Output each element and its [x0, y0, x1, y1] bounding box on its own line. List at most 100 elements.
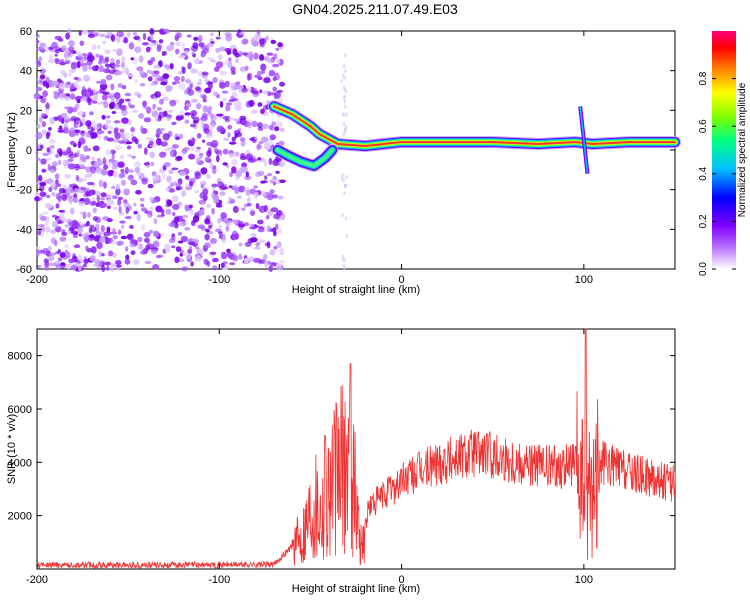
noise-blob — [33, 92, 41, 100]
noise-blob — [48, 186, 53, 193]
noise-blob — [69, 84, 76, 90]
noise-blob — [74, 119, 80, 126]
noise-blob — [236, 195, 242, 199]
noise-blob — [87, 122, 92, 130]
noise-blob — [225, 225, 230, 232]
noise-blob — [89, 201, 95, 207]
noise-blob — [117, 161, 125, 168]
noise-blob — [56, 78, 62, 83]
noise-blob — [65, 48, 70, 56]
noise-blob — [342, 95, 346, 100]
noise-blob — [215, 151, 221, 155]
noise-blob — [171, 167, 179, 171]
noise-blob — [340, 79, 343, 84]
noise-blob — [257, 102, 263, 107]
noise-blob — [127, 73, 134, 77]
noise-blob — [207, 105, 213, 112]
noise-blob — [118, 140, 126, 144]
noise-blob — [132, 259, 140, 265]
noise-blob — [204, 157, 211, 161]
noise-blob — [93, 235, 101, 242]
noise-blob — [275, 223, 279, 231]
noise-blob — [270, 207, 279, 213]
noise-blob — [70, 92, 75, 100]
noise-blob — [231, 230, 238, 238]
noise-blob — [342, 121, 346, 126]
noise-blob — [108, 158, 116, 163]
noise-blob — [89, 234, 95, 239]
noise-blob — [233, 129, 241, 136]
noise-blob — [234, 175, 241, 181]
noise-blob — [68, 72, 72, 77]
noise-blob — [344, 53, 347, 58]
noise-blob — [106, 137, 115, 142]
noise-blob — [84, 174, 90, 179]
noise-blob — [171, 144, 179, 149]
noise-blob — [232, 205, 239, 214]
noise-blob — [165, 208, 172, 215]
noise-blob — [91, 44, 97, 51]
noise-blob — [78, 201, 86, 207]
noise-blob — [39, 74, 46, 80]
noise-blob — [180, 114, 184, 120]
noise-blob — [215, 203, 223, 208]
y-tick-label: 0 — [26, 145, 32, 157]
noise-blob — [230, 159, 239, 166]
noise-blob — [125, 254, 130, 260]
noise-blob — [239, 137, 246, 142]
noise-blob — [232, 219, 239, 225]
noise-blob — [268, 124, 274, 131]
noise-blob — [73, 244, 81, 249]
noise-blob — [207, 57, 215, 61]
noise-blob — [183, 89, 190, 95]
noise-blob — [278, 259, 285, 264]
noise-blob — [343, 104, 347, 109]
noise-blob — [160, 81, 168, 86]
noise-blob — [206, 203, 212, 209]
noise-blob — [103, 164, 109, 170]
noise-blob — [189, 181, 194, 187]
noise-blob — [89, 89, 94, 97]
noise-blob — [186, 34, 192, 38]
noise-blob — [147, 183, 154, 189]
noise-blob — [249, 223, 255, 228]
noise-blob — [126, 31, 131, 38]
noise-blob — [104, 261, 111, 266]
noise-blob — [269, 179, 275, 184]
noise-blob — [51, 41, 58, 49]
noise-blob — [275, 47, 280, 51]
noise-blob — [152, 103, 156, 110]
noise-blob — [236, 121, 241, 125]
noise-blob — [91, 156, 96, 161]
noise-blob — [64, 249, 69, 255]
noise-blob — [64, 224, 69, 228]
noise-blob — [343, 265, 346, 270]
noise-blob — [235, 81, 241, 85]
noise-blob — [91, 226, 97, 233]
noise-blob — [166, 175, 172, 183]
noise-blob — [236, 84, 244, 89]
noise-blob — [176, 215, 184, 223]
noise-blob — [113, 92, 121, 100]
noise-blob — [77, 264, 82, 272]
noise-blob — [75, 51, 82, 56]
noise-blob — [105, 35, 110, 39]
noise-blob — [196, 146, 201, 150]
noise-blob — [55, 203, 60, 209]
x-tick-label: 0 — [399, 574, 405, 586]
noise-blob — [228, 117, 236, 121]
noise-blob — [229, 262, 236, 266]
noise-blob — [89, 166, 97, 174]
noise-blob — [71, 230, 78, 236]
noise-blob — [37, 229, 42, 236]
noise-blob — [219, 100, 224, 108]
noise-blob — [190, 261, 194, 267]
noise-blob — [77, 224, 85, 229]
noise-blob — [190, 45, 199, 52]
noise-blob — [84, 235, 90, 243]
noise-blob — [239, 115, 247, 121]
noise-blob — [137, 172, 141, 176]
noise-blob — [250, 210, 256, 217]
colorbar-ticks: 0.0 0.2 0.4 0.6 0.8 — [698, 71, 736, 276]
noise-blob — [176, 32, 182, 38]
